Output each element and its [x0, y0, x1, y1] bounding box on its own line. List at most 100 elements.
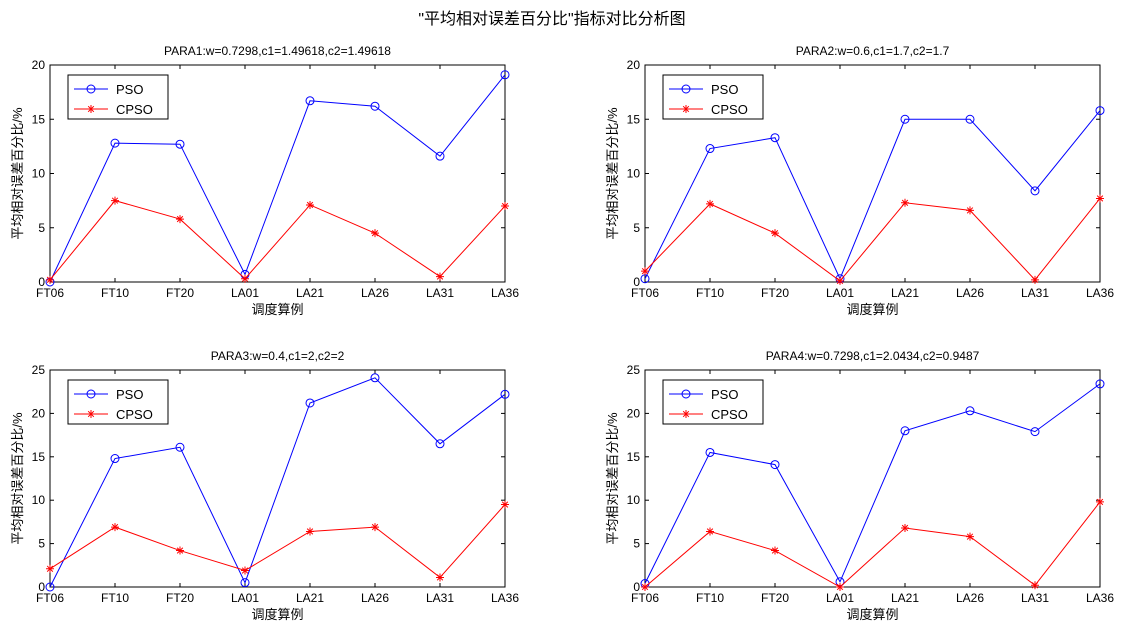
data-point-pso — [370, 373, 380, 383]
data-point-pso — [370, 101, 380, 111]
x-axis-label: 调度算例 — [251, 607, 303, 622]
data-point-pso — [175, 442, 185, 452]
data-point-pso — [435, 151, 445, 161]
y-tick-label: 10 — [627, 493, 641, 507]
data-point-pso — [500, 70, 510, 80]
legend: PSO CPSO — [67, 379, 169, 425]
y-tick-label: 15 — [32, 112, 46, 126]
data-point-pso — [1030, 427, 1040, 437]
data-point-cpso — [771, 546, 779, 555]
x-tick-label: FT20 — [166, 591, 194, 605]
data-point-cpso — [241, 566, 249, 575]
data-point-pso — [900, 114, 910, 124]
data-point-cpso — [176, 546, 184, 555]
chart-panel-1: PARA1:w=0.7298,c1=1.49618,c2=1.49618 0 5 10… — [10, 44, 519, 317]
x-tick-label: FT10 — [696, 286, 724, 300]
data-point-pso — [1095, 106, 1105, 116]
data-point-cpso — [641, 267, 649, 276]
data-point-pso — [45, 582, 55, 592]
y-tick-label: 25 — [32, 363, 46, 377]
legend-label-cpso: CPSO — [116, 102, 153, 117]
series-cpso — [641, 497, 1104, 591]
plot-frame — [644, 369, 1101, 588]
x-tick-label: LA01 — [826, 591, 854, 605]
x-tick-label: LA21 — [296, 591, 324, 605]
legend-label-pso: PSO — [711, 387, 738, 402]
data-point-pso — [305, 96, 315, 106]
data-point-cpso — [436, 573, 444, 582]
data-point-pso — [705, 144, 715, 154]
legend-marker-star — [87, 410, 95, 418]
x-axis-label: 调度算例 — [251, 302, 303, 317]
data-point-pso — [770, 460, 780, 470]
legend: PSO CPSO — [662, 379, 764, 425]
x-tick-label: FT20 — [166, 286, 194, 300]
y-tick-label: 10 — [32, 493, 46, 507]
x-tick-label: FT06 — [631, 286, 659, 300]
y-tick-label: 10 — [32, 167, 46, 181]
legend-box — [67, 379, 169, 425]
chart-panel-4: PARA4:w=0.7298,c1=2.0434,c2=0.9487 0 5 10 15… — [605, 349, 1114, 622]
y-tick-label: 15 — [627, 112, 641, 126]
data-point-cpso — [111, 196, 119, 205]
chart-title: PARA1:w=0.7298,c1=1.49618,c2=1.49618 — [164, 44, 391, 58]
series-pso — [45, 70, 510, 287]
x-tick-label: LA36 — [491, 591, 519, 605]
data-point-pso — [1030, 186, 1040, 196]
data-point-cpso — [641, 583, 649, 591]
y-axis-label: 平均相对误差百分比/% — [605, 107, 620, 240]
x-tick-label: LA31 — [1021, 286, 1049, 300]
data-point-cpso — [901, 523, 909, 532]
y-tick-label: 0 — [38, 580, 45, 594]
series-line-cpso — [49, 504, 506, 579]
x-tick-label: FT10 — [101, 286, 129, 300]
series-line-cpso — [644, 198, 1101, 282]
y-tick-label: 25 — [627, 363, 641, 377]
legend-marker-circle — [86, 389, 96, 399]
series-line-pso — [49, 377, 506, 588]
plot-frame — [49, 369, 506, 588]
data-point-cpso — [771, 229, 779, 238]
y-axis-label: 平均相对误差百分比/% — [10, 412, 25, 545]
data-point-cpso — [966, 206, 974, 215]
x-tick-label: FT06 — [36, 591, 64, 605]
y-tick-label: 15 — [32, 450, 46, 464]
chart-panel-3: PARA3:w=0.4,c1=2,c2=2 0 5 10 15 20 25 FT06 FT10 F… — [10, 349, 519, 622]
y-tick-label: 5 — [38, 537, 45, 551]
series-pso — [640, 106, 1105, 284]
legend: PSO CPSO — [67, 74, 169, 120]
y-tick-label: 10 — [627, 167, 641, 181]
series-line-cpso — [644, 501, 1101, 588]
x-tick-label: LA21 — [296, 286, 324, 300]
data-point-cpso — [111, 523, 119, 532]
x-tick-label: FT06 — [631, 591, 659, 605]
series-cpso — [641, 194, 1104, 285]
data-point-pso — [240, 578, 250, 588]
legend-label-cpso: CPSO — [116, 407, 153, 422]
x-axis-label: 调度算例 — [846, 302, 898, 317]
data-point-cpso — [241, 274, 249, 283]
legend-marker-circle — [681, 389, 691, 399]
series-pso — [45, 373, 510, 592]
chart-title: PARA4:w=0.7298,c1=2.0434,c2=0.9487 — [766, 349, 980, 363]
data-point-cpso — [46, 275, 54, 284]
series-pso — [640, 379, 1105, 589]
legend-marker-circle — [86, 84, 96, 94]
x-tick-label: LA26 — [361, 286, 389, 300]
data-point-pso — [965, 406, 975, 416]
data-point-cpso — [371, 229, 379, 238]
x-tick-label: LA01 — [231, 286, 259, 300]
legend-label-pso: PSO — [711, 82, 738, 97]
series-line-pso — [644, 110, 1101, 281]
series-line-pso — [644, 383, 1101, 584]
data-point-cpso — [501, 202, 509, 211]
x-tick-label: LA26 — [361, 591, 389, 605]
legend-label-pso: PSO — [116, 387, 143, 402]
y-tick-label: 5 — [633, 537, 640, 551]
chart-title: PARA3:w=0.4,c1=2,c2=2 — [211, 349, 345, 363]
data-point-cpso — [436, 272, 444, 281]
y-tick-label: 20 — [32, 58, 46, 72]
x-tick-label: LA31 — [426, 591, 454, 605]
legend: PSO CPSO — [662, 74, 764, 120]
